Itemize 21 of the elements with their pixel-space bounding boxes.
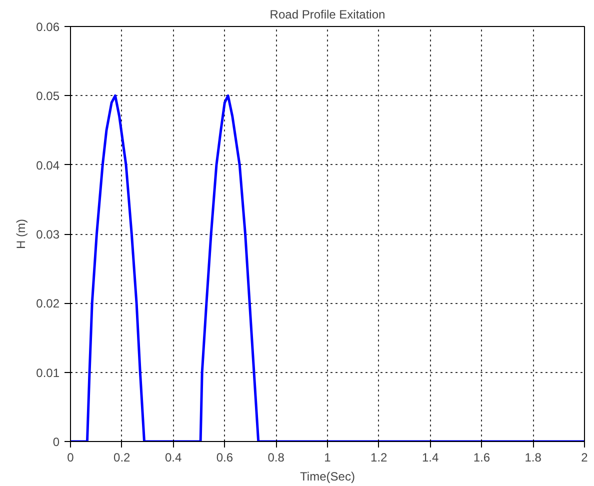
x-tick-label: 0.4 (164, 450, 182, 464)
x-axis-title: Time(Sec) (300, 470, 355, 484)
x-tick-label: 0.2 (114, 450, 131, 464)
y-tick-label: 0.03 (36, 228, 60, 242)
x-tick-label: 0 (67, 450, 74, 464)
y-tick-label: 0.05 (36, 89, 60, 104)
x-tick-label: 1.2 (370, 450, 388, 464)
y-tick-label: 0.06 (36, 20, 60, 34)
y-axis-title: H (m) (14, 218, 28, 249)
x-tick-label: 0.6 (216, 450, 234, 464)
x-tick-label: 1.4 (422, 450, 439, 464)
x-tick-label: 2 (581, 450, 588, 464)
chart-title: Road Profile Exitation (270, 8, 386, 22)
x-tick-label: 0.8 (268, 450, 285, 464)
x-tick-label: 1.6 (473, 450, 490, 464)
y-tick-label: 0 (52, 435, 60, 449)
x-tick-label: 1 (324, 450, 332, 464)
y-tick-label: 0.01 (36, 366, 60, 380)
y-tick-label: 0.04 (36, 158, 60, 172)
y-tick-label: 0.02 (36, 296, 60, 311)
x-tick-label: 1.8 (524, 450, 542, 464)
